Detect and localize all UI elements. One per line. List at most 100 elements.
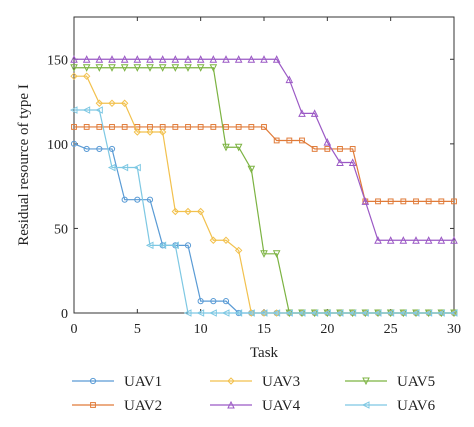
data-point-uav4 [310,109,319,117]
data-point-uav6 [209,309,217,317]
data-point-uav6 [272,309,281,317]
x-tick-label: 25 [384,322,398,337]
data-point-uav5 [209,64,218,72]
data-point-uav6 [348,309,357,317]
legend-item-uav1: UAV1 [72,374,162,390]
data-point-uav2 [248,124,255,130]
data-point-uav4 [437,236,446,244]
y-tick-label: 0 [61,307,68,322]
series-line-uav6 [74,109,454,314]
data-point-uav4 [196,55,205,63]
data-point-uav4 [386,236,395,244]
data-point-uav6 [171,241,179,250]
data-point-uav6 [69,106,78,114]
data-point-uav3 [222,236,230,244]
data-point-uav4 [70,55,78,63]
data-point-uav6 [133,163,141,172]
data-point-uav2 [172,124,179,130]
data-point-uav1 [184,242,192,249]
data-point-uav4 [146,55,154,63]
x-tick-label: 20 [320,322,334,337]
legend-label-uav2: UAV2 [124,398,162,414]
data-point-uav2 [235,124,242,130]
data-point-uav5 [108,64,116,72]
data-point-uav4 [399,236,408,244]
data-point-uav2 [400,198,407,205]
data-point-uav4 [450,236,458,244]
data-point-uav3 [108,99,116,107]
data-point-uav6 [196,309,205,317]
data-point-uav2 [121,124,128,130]
data-point-uav5 [272,250,281,258]
data-point-uav2 [375,198,381,205]
data-point-uav3 [95,99,104,107]
data-point-uav4 [120,55,129,63]
data-point-uav6 [399,309,407,317]
data-point-uav4 [209,55,218,63]
data-point-uav2 [324,146,331,152]
data-point-uav2 [223,124,229,130]
data-point-uav3 [146,128,154,136]
data-point-uav3 [171,207,180,216]
data-point-uav4 [222,55,230,63]
series-uav4 [70,55,458,244]
data-point-uav4 [412,236,420,244]
legend-marker-uav4 [227,400,235,409]
series-line-uav3 [74,75,454,314]
data-point-uav5 [171,64,180,72]
data-point-uav4 [82,55,91,63]
data-point-uav4 [171,55,180,63]
data-point-uav1 [134,196,141,203]
data-point-uav6 [82,106,91,114]
data-point-uav2 [349,146,356,152]
series-group [69,55,458,318]
data-point-uav4 [234,55,243,63]
data-point-uav5 [120,64,129,72]
data-point-uav3 [184,207,192,216]
legend-label-uav6: UAV6 [397,398,436,414]
x-axis-label: Task [250,345,279,361]
series-uav6 [69,106,458,317]
data-point-uav2 [413,198,419,205]
legend-label-uav5: UAV5 [397,374,435,390]
data-point-uav1 [210,298,217,305]
data-point-uav1 [83,145,90,153]
data-point-uav2 [197,124,204,130]
data-point-uav6 [424,309,433,317]
x-tick-label: 15 [257,322,271,337]
data-point-uav6 [323,309,331,317]
series-line-uav1 [73,143,454,314]
data-point-uav6 [107,163,116,172]
data-point-uav6 [297,309,306,317]
data-point-uav2 [261,124,267,130]
data-point-uav4 [348,158,357,166]
data-point-uav5 [133,64,142,72]
data-point-uav4 [323,138,332,146]
data-point-uav1 [70,140,78,147]
x-tick-label: 30 [447,322,461,337]
y-tick-label: 50 [54,222,68,237]
data-point-uav1 [197,298,204,305]
data-point-uav5 [158,64,167,72]
data-point-uav3 [133,128,142,136]
series-uav3 [70,72,458,317]
legend-label-uav1: UAV1 [124,374,162,390]
data-point-uav6 [437,309,445,317]
data-point-uav6 [183,309,192,317]
y-tick-label: 150 [47,53,68,68]
legend-marker-uav3 [227,377,235,385]
series-line-uav2 [74,126,454,202]
legend-item-uav5: UAV5 [345,374,435,390]
data-point-uav6 [247,309,255,317]
data-point-uav6 [221,309,230,317]
data-point-uav2 [273,137,280,144]
data-point-uav6 [335,309,344,317]
data-point-uav2 [387,198,394,205]
data-point-uav1 [146,196,154,203]
data-point-uav3 [70,72,78,80]
series-uav5 [70,64,458,318]
data-point-uav3 [234,246,243,255]
data-point-uav6 [310,309,319,317]
y-axis-label: Residual resource of type I [16,84,32,246]
data-point-uav6 [449,309,458,317]
